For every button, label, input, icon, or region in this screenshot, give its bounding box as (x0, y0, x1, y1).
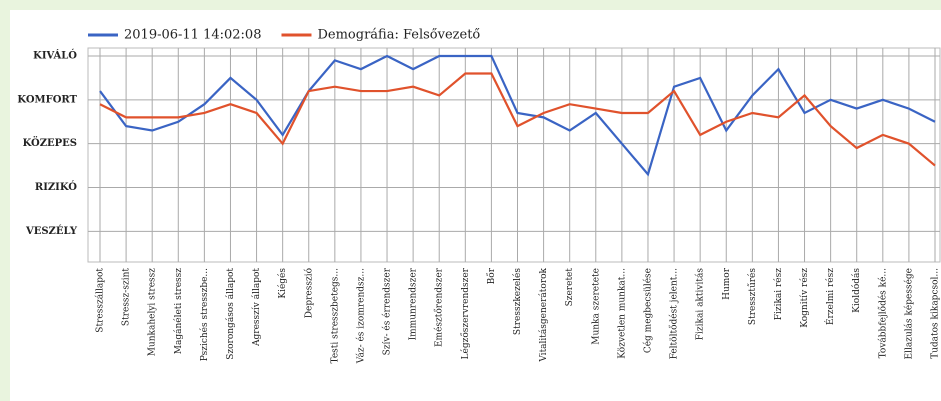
x-tick-label: Cég megbecsülése (642, 268, 653, 353)
plot-border (87, 47, 941, 263)
x-tick-label: Depresszió (303, 268, 314, 318)
x-tick-label: Érzelmi rész (824, 268, 836, 325)
x-tick-label: Munka szeretete (591, 268, 601, 345)
x-tick-label: Stresszkezelés (512, 268, 523, 335)
x-tick-label: Emésztőrendszer (434, 267, 445, 347)
x-tick-label: Feltöltődést jelent... (669, 268, 680, 360)
legend-label: 2019-06-11 14:02:08 (124, 28, 261, 43)
x-tick-label: Magánéleti stressz (173, 268, 184, 354)
x-tick-label: Immunrendszer (409, 267, 419, 340)
x-tick-label: Továbbfejlődés ké... (877, 268, 888, 359)
line-series (99, 72, 936, 167)
x-tick-label: Közvetlen munkat... (617, 268, 627, 359)
x-tick-label: Szeretet (565, 268, 575, 307)
x-tick-label: Vitalitásgenerátorok (538, 267, 549, 362)
y-tick-label: KIVÁLÓ (33, 50, 77, 62)
x-tick-label: Testi stresszbetegs... (330, 268, 340, 364)
y-tick-label: RIZIKÓ (35, 181, 77, 193)
x-tick-label: Munkahelyi stressz (148, 268, 158, 357)
line-series (99, 54, 936, 177)
x-tick-label: Légzőszervrendszer (460, 267, 471, 359)
x-tick-label: Tudatos kikapcsol... (931, 268, 941, 359)
x-tick-label: Fizikai aktivitás (695, 268, 706, 341)
x-tick-label: Humor (722, 267, 732, 300)
y-tick-label: KOMFORT (17, 94, 77, 105)
x-tick-label: Stresszállapot (95, 268, 106, 333)
x-tick-label: Ellazulás képessége (903, 268, 914, 359)
x-tick-label: Bőr (486, 267, 497, 284)
x-tick-label: Kognitív rész (799, 268, 810, 328)
x-tick-label: Pszichés stresszbe... (199, 268, 210, 361)
x-tick-label: Kioldódás (851, 268, 862, 313)
x-tick-label: Váz- és izomrendsz... (355, 268, 366, 364)
x-tick-label: Stressz-szint (122, 268, 132, 326)
x-tick-label: Stressztűrés (747, 268, 758, 325)
x-tick-label: Szorongásos állapot (225, 268, 236, 360)
x-tick-label: Kiégés (277, 268, 288, 299)
x-tick-label: Fizikai rész (773, 268, 784, 321)
y-tick-label: VESZÉLY (25, 225, 78, 237)
x-tick-label: Agresszív állapot (251, 268, 262, 347)
x-tick-label: Szív- és érrendszer (382, 267, 393, 355)
y-tick-label: KÖZEPES (23, 136, 77, 149)
legend-label: Demográfia: Felsővezető (317, 28, 480, 43)
panel (10, 10, 941, 401)
